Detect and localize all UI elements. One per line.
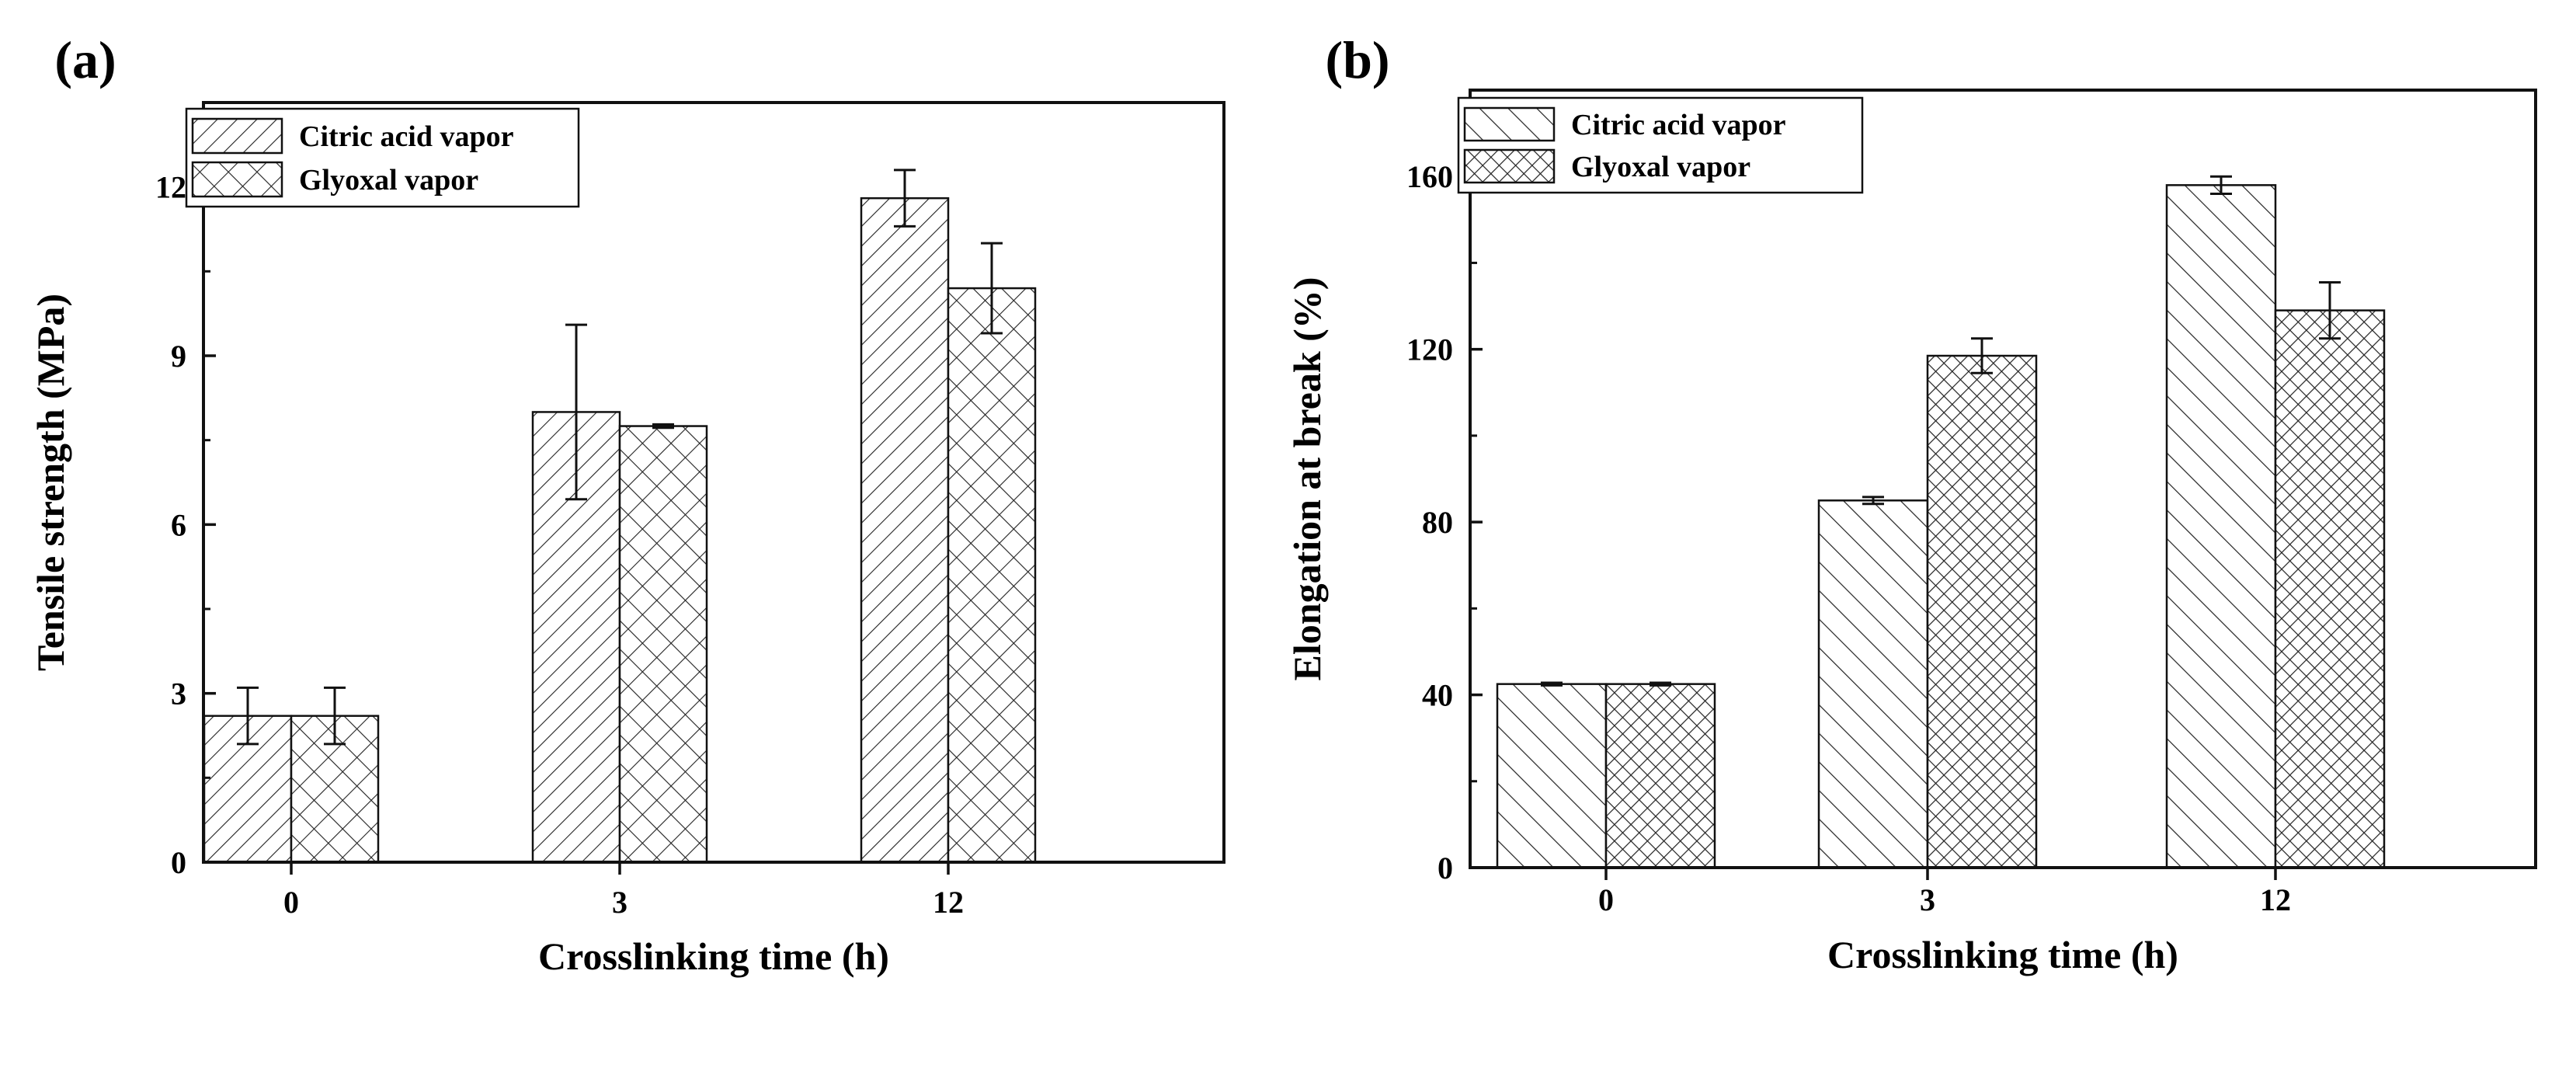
bar-glyoxal-3 [1926, 354, 2038, 869]
x-tick-label: 3 [612, 885, 627, 920]
bar-citric-3 [1817, 499, 1929, 869]
bar-glyoxal-0 [1604, 683, 1716, 869]
x-axis-title: Crosslinking time (h) [538, 934, 889, 978]
panel-b-chart: (b) 0 40 80 120 160 0 3 12 Crosslinking time (h) E… [1285, 30, 2537, 976]
error-bar [894, 169, 916, 228]
y-tick-label: 40 [1422, 678, 1453, 713]
error-bar [1650, 681, 1671, 687]
legend-swatch [191, 161, 283, 198]
y-tick-label: 0 [1437, 851, 1453, 885]
bar-citric-12 [2165, 184, 2277, 869]
bar-glyoxal-12 [947, 287, 1037, 864]
error-bar [2210, 175, 2232, 195]
y-tick-label: 12 [155, 170, 186, 205]
error-bar [652, 423, 674, 430]
bar-citric-0 [1496, 683, 1608, 869]
panel-label: (b) [1325, 30, 1389, 89]
y-tick-label: 3 [171, 677, 186, 711]
plot-frame [202, 101, 1225, 864]
bar-glyoxal-3 [618, 425, 708, 864]
error-bar [324, 686, 346, 746]
y-tick-label: 120 [1406, 332, 1453, 367]
error-bar [981, 242, 1003, 335]
y-axis-title: Elongation at break (%) [1285, 277, 1329, 681]
legend: Citric acid vapor Glyoxal vapor [1457, 96, 1864, 194]
error-bar [1862, 496, 1884, 506]
x-tick-label: 12 [2260, 882, 2291, 917]
x-tick-label: 12 [933, 885, 964, 920]
plot-frame [1469, 89, 2537, 869]
panel-a-chart: (a) 0 3 6 9 12 0 3 12 Crosslinking time (h) Tensil… [29, 30, 1225, 978]
y-tick-label: 80 [1422, 505, 1453, 540]
legend-swatch [1463, 106, 1556, 142]
bar-citric-12 [860, 197, 950, 864]
legend-swatch [1463, 148, 1556, 184]
legend: Citric acid vapor Glyoxal vapor [185, 107, 580, 208]
legend-label: Glyoxal vapor [299, 164, 478, 197]
error-bar [237, 686, 259, 746]
y-tick-label: 9 [171, 339, 186, 374]
error-bar [565, 323, 587, 501]
y-axis-title: Tensile strength (MPa) [29, 294, 72, 671]
error-bar [2319, 280, 2341, 340]
bar-glyoxal-12 [2274, 309, 2386, 869]
y-tick-label: 6 [171, 507, 186, 542]
error-bar [1971, 337, 1993, 374]
legend-label: Citric acid vapor [1571, 109, 1786, 141]
x-tick-label: 0 [1598, 882, 1614, 917]
x-tick-label: 3 [1920, 882, 1935, 917]
legend-swatch [191, 117, 283, 155]
panel-label: (a) [54, 30, 116, 89]
x-tick-label: 0 [283, 885, 299, 920]
legend-label: Citric acid vapor [299, 120, 514, 153]
legend-label: Glyoxal vapor [1571, 151, 1750, 183]
x-axis-title: Crosslinking time (h) [1827, 933, 2178, 976]
y-tick-label: 160 [1406, 159, 1453, 194]
error-bar [1541, 681, 1563, 687]
y-tick-label: 0 [171, 845, 186, 880]
